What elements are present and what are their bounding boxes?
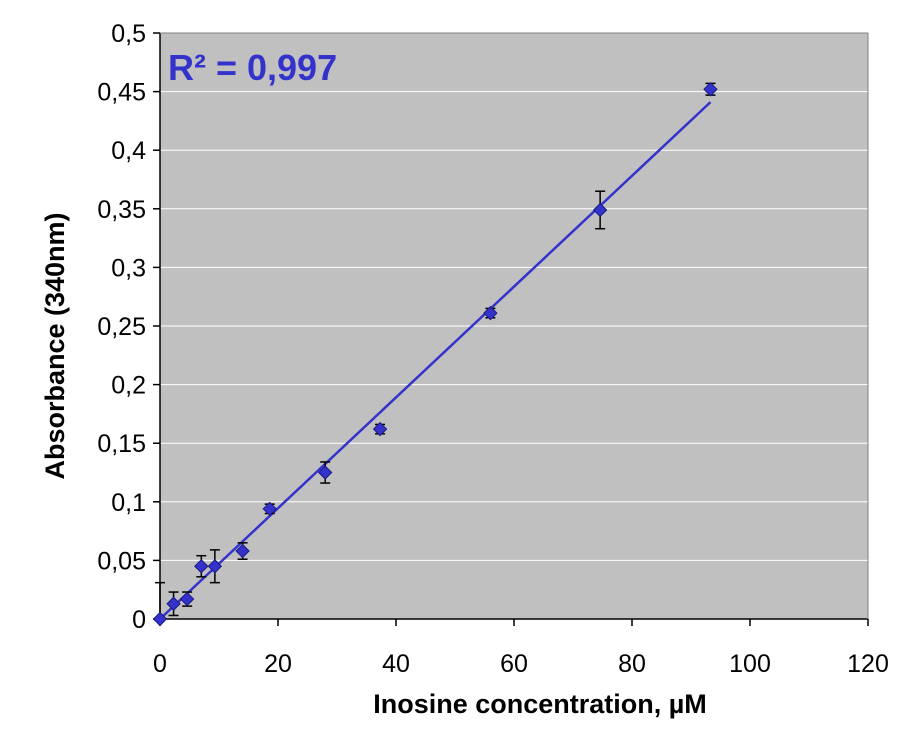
x-tick-label: 0 bbox=[153, 650, 167, 678]
y-tick-label: 0 bbox=[132, 606, 146, 634]
x-tick-label: 40 bbox=[382, 650, 410, 678]
x-tick-label: 100 bbox=[729, 650, 771, 678]
data-point bbox=[703, 82, 718, 97]
y-tick-label: 0,35 bbox=[97, 196, 146, 224]
y-tick-label: 0,15 bbox=[97, 430, 146, 458]
data-point bbox=[152, 611, 168, 627]
x-axis-title: Inosine concentration, µM bbox=[373, 689, 707, 719]
data-point bbox=[262, 501, 277, 517]
data-point bbox=[166, 596, 181, 611]
data-point bbox=[483, 305, 498, 321]
y-axis-ticks: 0 0,05 0,1 0,15 0,2 0,25 0,3 0,35 0,4 0,45 0,5 bbox=[97, 20, 160, 634]
y-tick-label: 0,1 bbox=[111, 489, 146, 517]
r-squared-annotation: R² = 0,997 bbox=[168, 47, 337, 88]
trendline-group bbox=[159, 101, 712, 620]
data-point bbox=[372, 421, 388, 437]
y-tick-label: 0,5 bbox=[111, 20, 146, 48]
y-tick-label: 0,2 bbox=[111, 372, 146, 400]
y-tick-label: 0,05 bbox=[97, 547, 146, 575]
y-tick-label: 0,3 bbox=[111, 254, 146, 282]
x-tick-label: 120 bbox=[847, 650, 889, 678]
data-point bbox=[194, 559, 209, 574]
trendline bbox=[159, 101, 712, 620]
x-tick-label: 60 bbox=[500, 650, 528, 678]
data-point bbox=[179, 591, 195, 607]
data-point bbox=[592, 202, 608, 218]
x-axis-ticks: 0 20 40 60 80 100 120 bbox=[153, 619, 889, 678]
data-points bbox=[152, 82, 718, 627]
x-tick-label: 80 bbox=[618, 650, 646, 678]
data-point bbox=[207, 559, 223, 574]
y-tick-label: 0,25 bbox=[97, 313, 146, 341]
data-point bbox=[317, 465, 333, 480]
x-tick-label: 20 bbox=[264, 650, 292, 678]
y-tick-label: 0,45 bbox=[97, 79, 146, 107]
data-point bbox=[235, 543, 250, 559]
y-axis-title: Absorbance (340nm) bbox=[40, 212, 70, 479]
y-tick-label: 0,4 bbox=[111, 137, 146, 165]
